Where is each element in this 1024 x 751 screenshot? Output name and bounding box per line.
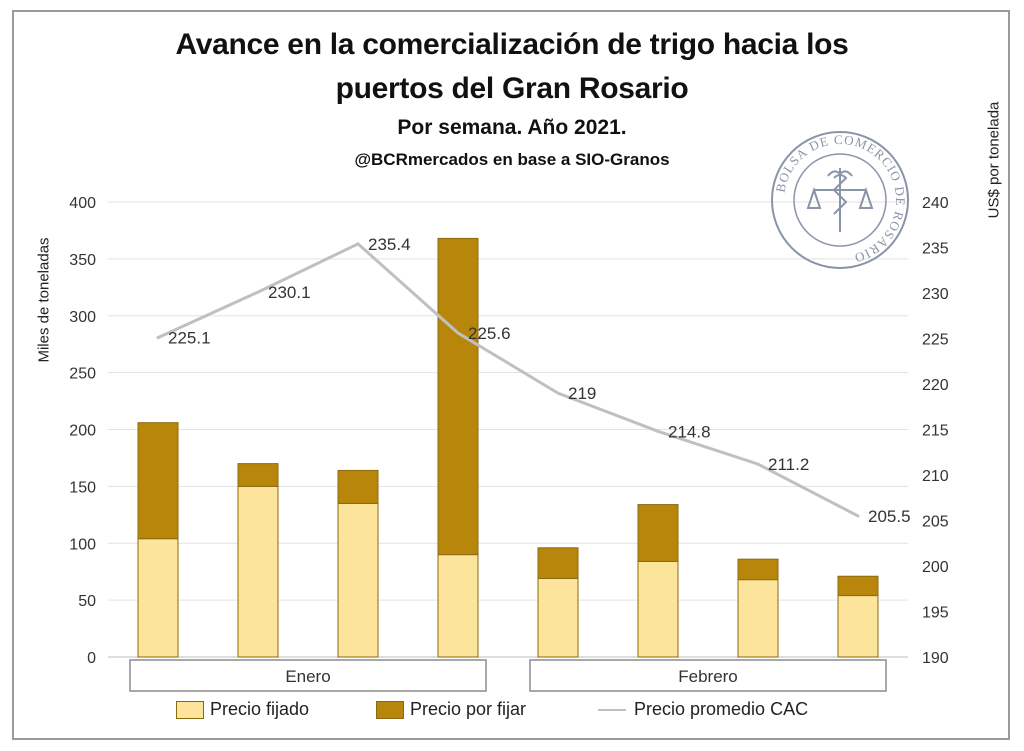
y2-tick-label: 240: [922, 195, 949, 212]
bar-precio-fijado: [437, 554, 479, 658]
line-point: [856, 514, 860, 518]
y-tick-label: 200: [69, 423, 96, 440]
line-point: [356, 242, 360, 246]
bar-precio-fijado: [737, 579, 779, 658]
y2-tick-label: 190: [922, 650, 949, 667]
chart-source: @BCRmercados en base a SIO-Granos: [354, 150, 670, 169]
chart-subtitle: Por semana. Año 2021.: [397, 116, 627, 139]
bar-precio-fijado: [637, 560, 679, 658]
bar-precio-por-fijar: [637, 504, 679, 562]
legend-item-precio-por-fijar: Precio por fijar: [376, 699, 526, 720]
bar-precio-por-fijar: [837, 575, 879, 597]
line-data-label: 205.5: [868, 507, 911, 526]
y2-tick-label: 210: [922, 468, 949, 485]
bar-precio-fijado: [237, 485, 279, 658]
legend-label-precio-promedio-cac: Precio promedio CAC: [634, 699, 809, 719]
y-tick-label: 400: [69, 195, 96, 212]
legend-label-precio-fijado: Precio fijado: [210, 699, 310, 719]
category-group-box: [529, 659, 887, 692]
y2-tick-label: 205: [922, 514, 949, 531]
bar-precio-por-fijar: [737, 558, 779, 581]
bar-precio-por-fijar: [337, 469, 379, 504]
y-tick-label: 300: [69, 309, 96, 326]
caduceus-scales-icon: [806, 168, 874, 232]
chart-title-line-2: puertos del Gran Rosario: [335, 72, 689, 105]
y2-tick-label: 225: [922, 332, 949, 349]
y2-tick-label: 200: [922, 559, 949, 576]
y2-tick-label: 230: [922, 286, 949, 303]
x-group-label: Enero: [285, 667, 330, 686]
line-data-label: 225.1: [168, 329, 211, 348]
line-point: [756, 462, 760, 466]
y-tick-label: 100: [69, 536, 96, 553]
y-tick-label: 0: [87, 650, 96, 667]
legend-label-precio-por-fijar: Precio por fijar: [410, 699, 527, 719]
bar-precio-por-fijar: [137, 422, 179, 540]
line-data-label: 214.8: [668, 422, 711, 441]
line-point: [156, 336, 160, 340]
line-data-label: 219: [568, 384, 596, 403]
bar-precio-fijado: [837, 595, 879, 658]
y2-tick-label: 215: [922, 423, 949, 440]
legend-line-precio-promedio-cac: [598, 708, 626, 711]
bar-precio-por-fijar: [537, 547, 579, 580]
line-data-label: 225.6: [468, 324, 511, 343]
line-data-label: 235.4: [368, 235, 411, 254]
line-point: [656, 429, 660, 433]
legend-item-precio-fijado: Precio fijado: [176, 699, 309, 720]
chart-title-line-1: Avance en la comercialización de trigo h…: [175, 28, 849, 61]
category-group-box: [129, 659, 487, 692]
y-tick-label: 350: [69, 252, 96, 269]
line-data-label: 211.2: [768, 455, 809, 474]
bar-precio-fijado: [537, 578, 579, 658]
line-point: [256, 290, 260, 294]
line-precio-promedio-cac: [157, 242, 859, 518]
x-group-label: Febrero: [678, 667, 738, 686]
chart-legend: Precio fijado Precio por fijar Precio pr…: [0, 699, 1024, 725]
bar-precio-por-fijar: [237, 463, 279, 487]
y-tick-label: 250: [69, 366, 96, 383]
legend-item-precio-promedio-cac: Precio promedio CAC: [598, 699, 808, 720]
y-tick-label: 50: [78, 593, 96, 610]
y2-tick-label: 220: [922, 377, 949, 394]
bar-precio-fijado: [137, 538, 179, 658]
bcr-seal-logo: BOLSA DE COMERCIO DE ROSARIO: [771, 131, 909, 269]
bar-precio-por-fijar: [437, 237, 479, 556]
bar-precio-fijado: [337, 502, 379, 658]
legend-swatch-precio-fijado: [176, 700, 204, 719]
line-point: [456, 331, 460, 335]
y2-tick-label: 195: [922, 605, 949, 622]
y2-tick-label: 235: [922, 241, 949, 258]
line-point: [556, 391, 560, 395]
y-tick-label: 150: [69, 479, 96, 496]
line-data-label: 230.1: [268, 283, 311, 302]
legend-swatch-precio-por-fijar: [376, 700, 404, 719]
